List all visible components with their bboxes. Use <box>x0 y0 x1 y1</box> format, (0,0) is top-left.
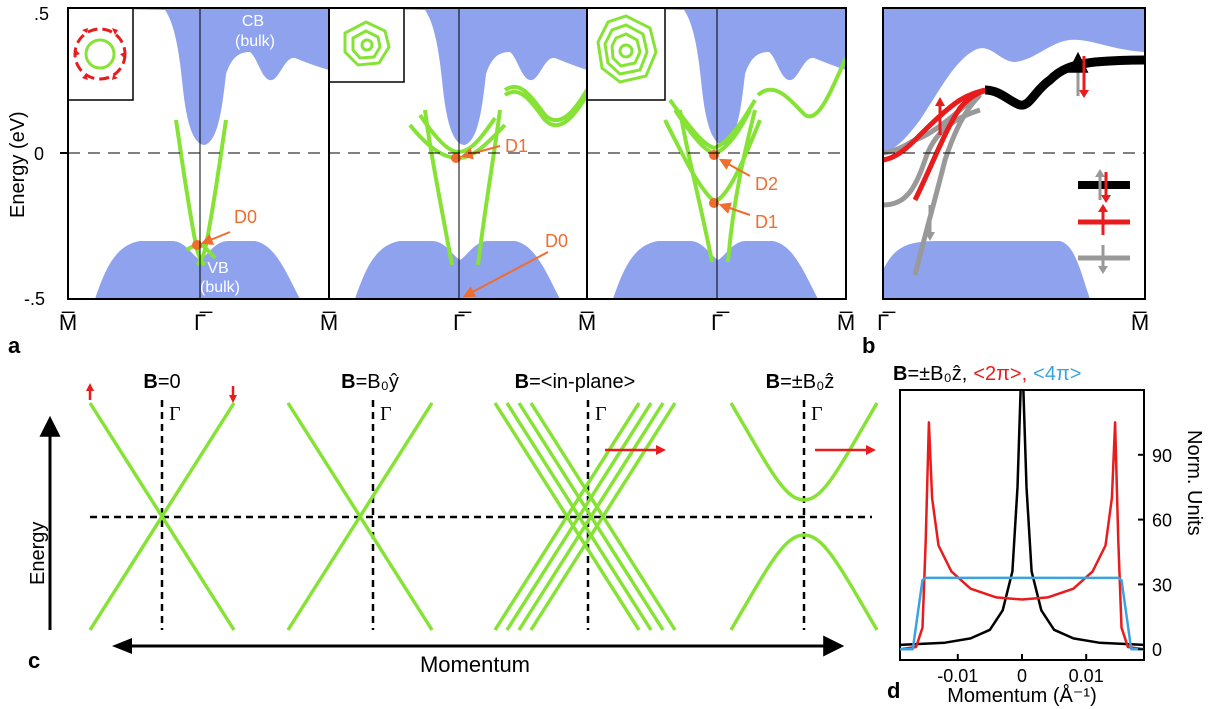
ytick-label: 60 <box>1152 511 1172 531</box>
panel-a-ylabel: Energy (eV) <box>7 111 29 218</box>
valence-band-bulk <box>68 241 329 299</box>
panel-d-ylabel: Norm. Units <box>1183 430 1205 536</box>
inset-spin-texture <box>67 7 134 101</box>
panel-a-sub1 <box>68 8 329 299</box>
panel-d-ticks: 0 30 60 90 -0.01 0 0.01 <box>937 446 1172 686</box>
panel-c-title-2: B=B₀ŷ <box>341 371 399 393</box>
ytick-label: 90 <box>1152 446 1172 466</box>
panel-c-xlabel: Momentum <box>420 652 530 677</box>
ytick-zero: 0 <box>34 144 44 164</box>
xtick-label: 0 <box>1017 666 1027 686</box>
panel-c: B=0 B=B₀ŷ B=<in-plane> B=±B₀ẑ Γ Γ Γ Γ <box>27 371 879 677</box>
panel-b: Γ̅ M̅ b <box>862 7 1149 358</box>
gamma-c2: Γ <box>380 403 392 425</box>
ytick-top: .5 <box>34 4 49 24</box>
red-band-2 <box>912 87 988 202</box>
gamma-c3: Γ <box>595 403 607 425</box>
xtick-label: -0.01 <box>937 666 978 686</box>
xtick-g1: Γ̅ <box>194 310 213 335</box>
panel-c-title-1: B=0 <box>143 371 180 393</box>
d0-label-2: D0 <box>545 231 568 251</box>
ytick-label: 0 <box>1152 640 1162 660</box>
valence-band-bulk-2 <box>329 241 587 299</box>
panel-c-label: c <box>28 648 40 673</box>
panel-c-title-3: B=<in-plane> <box>515 371 636 393</box>
spin-legend <box>1078 169 1130 274</box>
panel-d-xlabel: Momentum (Å⁻¹) <box>947 684 1096 707</box>
cb-label: CB <box>242 13 264 30</box>
surface-bands-3 <box>663 57 846 263</box>
panel-d-title: B=±B₀ẑ, <2π>, <4π> <box>893 363 1081 385</box>
vb-label: VB <box>207 260 228 277</box>
xtick-m2: M̅ <box>320 310 338 335</box>
valence-band-bulk-b <box>883 241 1090 299</box>
d0-label-1: D0 <box>234 207 257 227</box>
panel-d: B=±B₀ẑ, <2π>, <4π> 0 30 60 90 -0.01 0 0.01 Norm.… <box>887 363 1205 707</box>
xtick-b-m: M̅ <box>1131 310 1149 335</box>
conduction-band-bulk <box>68 8 329 145</box>
inset-fermi-contours-3 <box>586 7 666 101</box>
series-line-black <box>900 390 1144 647</box>
xtick-g3: Γ̅ <box>711 310 730 335</box>
ytick-label: 30 <box>1152 575 1172 595</box>
xtick-m3: M̅ <box>578 310 596 335</box>
red-arrows <box>86 383 876 455</box>
series-line-red <box>900 421 1144 651</box>
gamma-c1: Γ <box>169 403 181 425</box>
panel-a-label: a <box>8 333 21 358</box>
gamma-c4: Γ <box>811 403 823 425</box>
gray-band-3 <box>912 93 982 276</box>
xtick-m4: M̅ <box>837 310 855 335</box>
dirac-cones <box>88 402 879 631</box>
inset-fermi-contours-2 <box>328 7 405 83</box>
xtick-m1: M̅ <box>59 310 77 335</box>
xtick-label: 0.01 <box>1069 666 1104 686</box>
ytick-bottom: -.5 <box>24 289 45 309</box>
d1-label-1: D1 <box>505 136 528 156</box>
surface-bands-2 <box>408 84 587 266</box>
black-band <box>984 55 1145 110</box>
xtick-g2: Γ̅ <box>453 310 472 335</box>
panel-a-sub2 <box>329 8 587 299</box>
panel-c-title-4: B=±B₀ẑ <box>766 371 835 393</box>
d1-label-2: D1 <box>755 212 778 232</box>
panel-b-label: b <box>862 333 875 358</box>
conduction-band-bulk-b <box>883 8 1145 152</box>
xtick-b-gamma: Γ̅ <box>877 310 896 335</box>
vb-bulk-label: (bulk) <box>200 279 240 296</box>
panel-a: CB (bulk) VB (bulk) D0 <box>7 4 855 358</box>
conduction-band-bulk-2 <box>329 8 587 145</box>
panel-d-plot <box>900 390 1144 651</box>
series-line-cyan <box>900 576 1144 651</box>
panel-d-label: d <box>887 678 900 703</box>
panel-c-ylabel: Energy <box>27 522 49 585</box>
cb-bulk-label: (bulk) <box>235 33 275 50</box>
d2-label: D2 <box>755 174 778 194</box>
